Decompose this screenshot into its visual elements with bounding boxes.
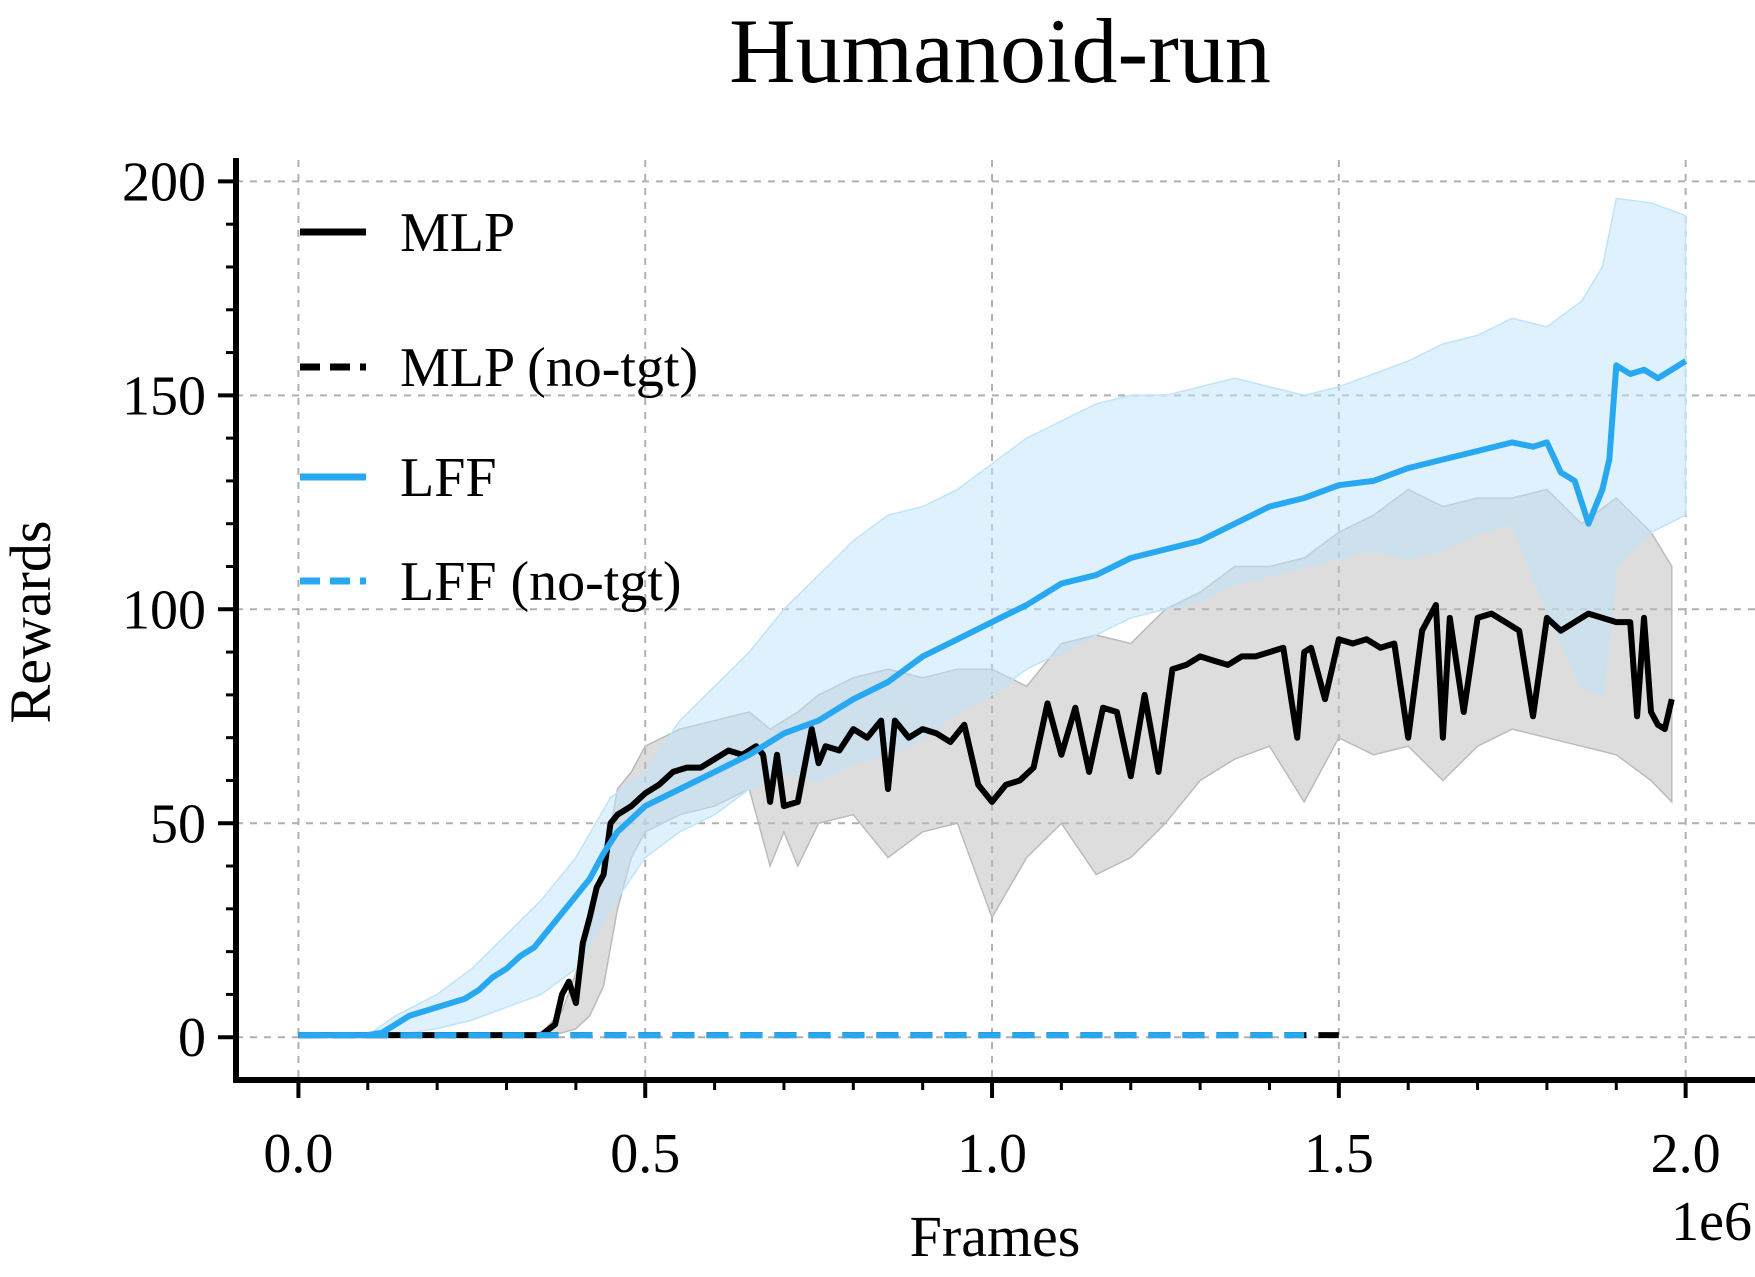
- y-tick-label-2: 100: [122, 579, 206, 641]
- legend-label-mlp: MLP: [400, 202, 515, 264]
- legend-label-lff-no-tgt: LFF (no-tgt): [400, 551, 682, 613]
- y-tick-label-3: 150: [122, 365, 206, 427]
- y-tick-label-0: 0: [178, 1007, 206, 1069]
- legend-item-lff-no-tgt[interactable]: LFF (no-tgt): [300, 551, 682, 613]
- legend-label-mlp-no-tgt: MLP (no-tgt): [400, 337, 698, 399]
- x-tick-label-4: 2.0: [1651, 1123, 1721, 1185]
- x-tick-label-2: 1.0: [957, 1123, 1027, 1185]
- series-line-lff: [298, 358, 1688, 1039]
- legend-item-lff[interactable]: LFF: [300, 447, 497, 509]
- x-tick-label-0: 0.0: [263, 1123, 333, 1185]
- y-tick-label-4: 200: [122, 151, 206, 213]
- x-tick-label-1: 0.5: [610, 1123, 680, 1185]
- x-axis-offset-label: 1e6: [1671, 1191, 1752, 1253]
- legend-item-mlp-no-tgt[interactable]: MLP (no-tgt): [300, 337, 698, 399]
- legend-item-mlp[interactable]: MLP: [300, 202, 515, 264]
- line-layer: [298, 358, 1688, 1039]
- tick-layer: 0.0 0.5 1.0 1.5 2.0 0 50 100 150 200: [122, 151, 1721, 1185]
- y-axis-label: Rewards: [0, 521, 63, 724]
- legend-label-lff: LFF: [400, 447, 497, 509]
- x-tick-label-3: 1.5: [1304, 1123, 1374, 1185]
- y-tick-label-1: 50: [150, 793, 206, 855]
- series-line-mlp: [298, 602, 1675, 1039]
- chart-title: Humanoid-run: [729, 0, 1271, 102]
- legend: MLP MLP (no-tgt) LFF LFF (no-tgt): [300, 202, 698, 613]
- x-axis-label: Frames: [910, 1204, 1081, 1269]
